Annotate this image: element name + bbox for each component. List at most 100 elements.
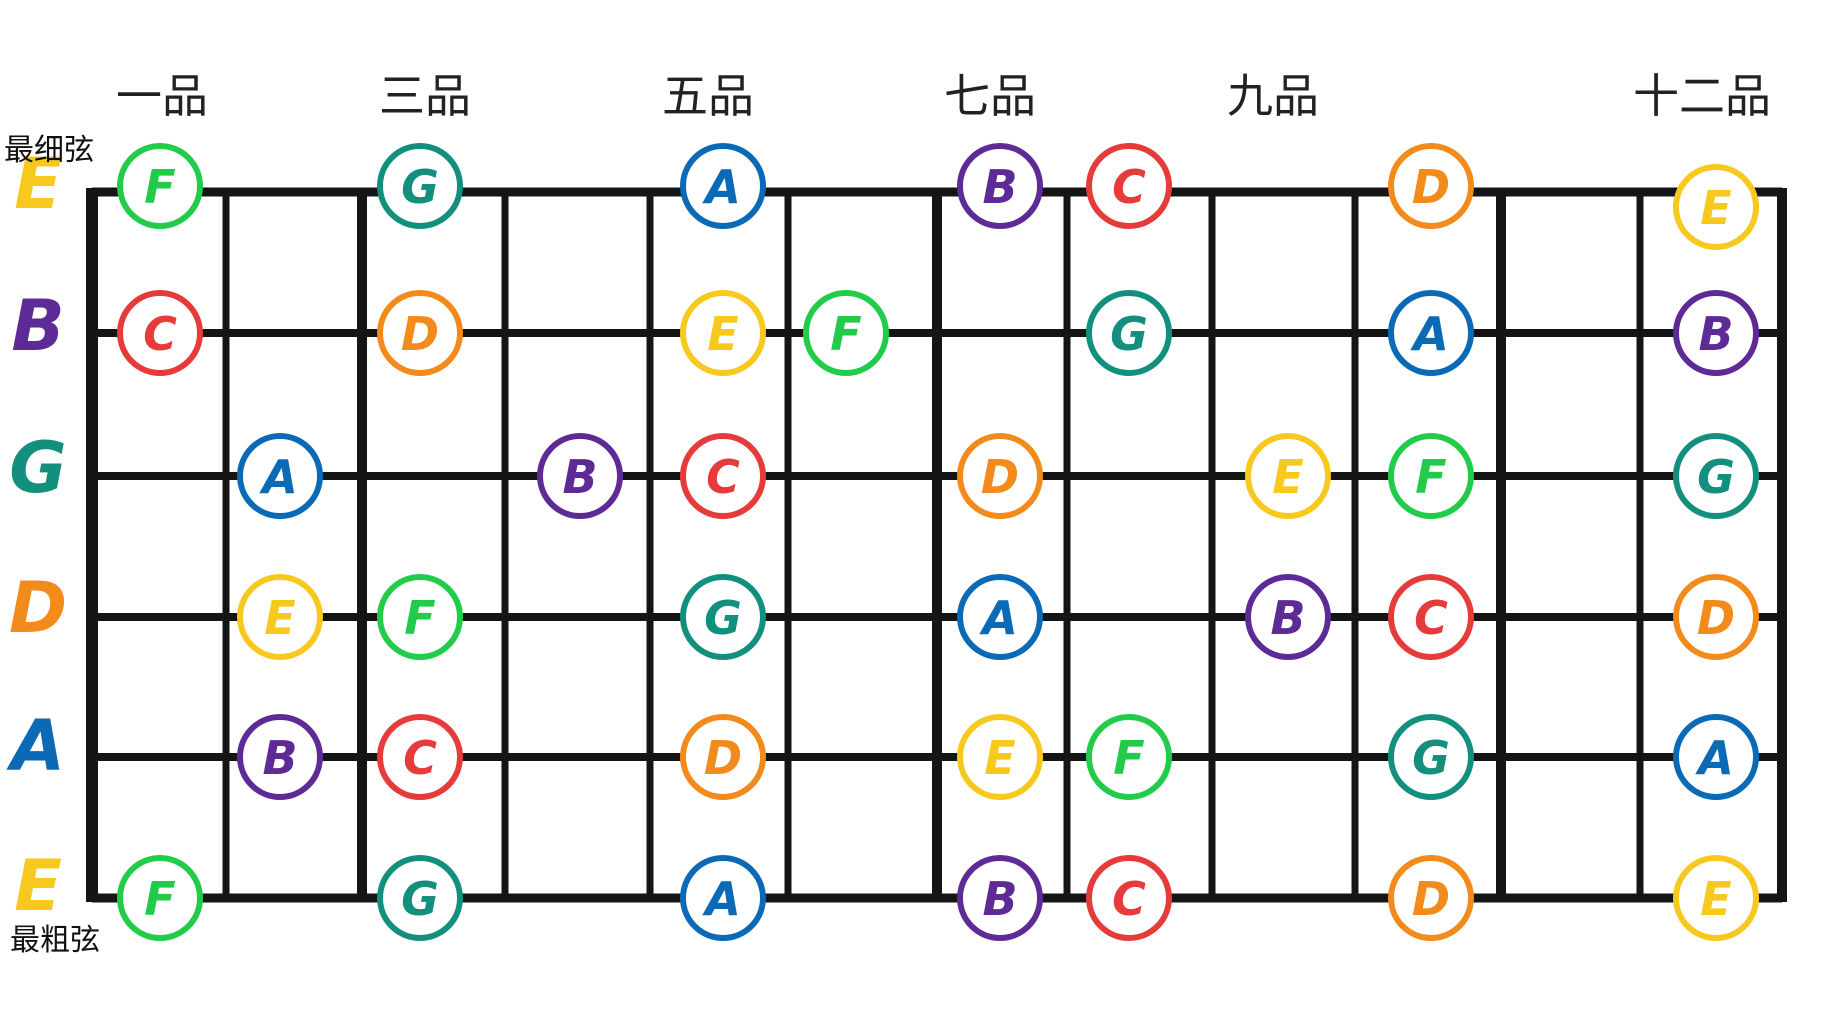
string-name-label: A — [6, 705, 65, 787]
note-circle — [117, 855, 203, 941]
note-circle — [680, 433, 766, 519]
note-letter: D — [1412, 160, 1450, 214]
note-circle — [237, 714, 323, 800]
note-marker: C — [1388, 574, 1474, 660]
note-letter: G — [1412, 731, 1450, 785]
note-circle — [377, 714, 463, 800]
note-marker: G — [1388, 714, 1474, 800]
note-circle — [957, 714, 1043, 800]
note-letter: D — [1697, 591, 1735, 645]
note-circle — [957, 433, 1043, 519]
fretboard-grid — [86, 187, 1787, 903]
note-circle — [1673, 574, 1759, 660]
note-letter: E — [1272, 450, 1303, 504]
note-letter: B — [1698, 307, 1733, 361]
note-marker: B — [537, 433, 623, 519]
note-letter: E — [264, 591, 295, 645]
note-circle — [1245, 433, 1331, 519]
note-letter: A — [1695, 731, 1734, 785]
note-letter: C — [143, 307, 177, 361]
note-circle — [803, 290, 889, 376]
note-letter: E — [1700, 181, 1731, 235]
string-name-label: B — [11, 285, 64, 367]
fret-label: 一品 — [116, 69, 208, 123]
note-marker: C — [1086, 855, 1172, 941]
note-circle — [237, 433, 323, 519]
note-letter: C — [403, 731, 437, 785]
note-letter: F — [404, 591, 435, 645]
note-marker: D — [1673, 574, 1759, 660]
note-letter: A — [702, 872, 741, 926]
note-marker: C — [680, 433, 766, 519]
note-marker: F — [377, 574, 463, 660]
note-letter: G — [401, 160, 439, 214]
fret-label: 三品 — [379, 69, 471, 123]
note-letter: D — [981, 450, 1019, 504]
note-circle — [680, 574, 766, 660]
note-letter: A — [702, 160, 741, 214]
note-circle — [1673, 855, 1759, 941]
note-circle — [377, 574, 463, 660]
note-marker: E — [957, 714, 1043, 800]
note-marker: G — [680, 574, 766, 660]
fret-number-labels: 一品 三品 五品 七品 九品 十二品 — [116, 69, 1771, 123]
thinnest-string-label: 最细弦 — [4, 133, 94, 168]
note-circle — [1388, 714, 1474, 800]
note-circle — [1086, 714, 1172, 800]
note-circle — [1388, 143, 1474, 229]
note-letter: G — [401, 872, 439, 926]
note-marker: G — [1673, 433, 1759, 519]
fret-label: 十二品 — [1633, 69, 1771, 123]
note-marker: D — [377, 290, 463, 376]
note-circle — [1388, 433, 1474, 519]
thickest-string-label: 最粗弦 — [10, 923, 100, 958]
note-circle — [377, 290, 463, 376]
note-letter: C — [706, 450, 740, 504]
string-name-label: E — [14, 143, 62, 225]
note-circle — [680, 290, 766, 376]
note-letter: E — [1700, 872, 1731, 926]
note-letter: G — [704, 591, 742, 645]
note-marker: B — [1245, 574, 1331, 660]
note-marker: E — [1245, 433, 1331, 519]
note-letter: B — [262, 731, 297, 785]
note-circle — [117, 143, 203, 229]
fret-label: 七品 — [944, 69, 1036, 123]
note-circle — [237, 574, 323, 660]
note-letter: E — [707, 307, 738, 361]
note-markers: F G A B C D E C D E F G A B A B C D E F G E F G A B C D B C D E F G A F G A B C… — [117, 143, 1759, 941]
note-circle — [680, 714, 766, 800]
note-letter: D — [1412, 872, 1450, 926]
note-circle — [1673, 714, 1759, 800]
note-circle — [957, 574, 1043, 660]
note-marker: A — [680, 143, 766, 229]
note-circle — [1245, 574, 1331, 660]
note-letter: F — [144, 160, 175, 214]
note-marker: G — [377, 855, 463, 941]
note-marker: E — [1673, 164, 1759, 250]
note-circle — [377, 143, 463, 229]
note-marker: E — [680, 290, 766, 376]
note-marker: D — [1388, 143, 1474, 229]
note-letter: A — [1410, 307, 1449, 361]
note-marker: E — [1673, 855, 1759, 941]
note-marker: G — [1086, 290, 1172, 376]
note-letter: B — [562, 450, 597, 504]
note-marker: F — [117, 143, 203, 229]
note-marker: F — [117, 855, 203, 941]
note-circle — [377, 855, 463, 941]
note-circle — [1388, 855, 1474, 941]
note-circle — [957, 855, 1043, 941]
note-marker: C — [377, 714, 463, 800]
note-circle — [1673, 290, 1759, 376]
note-circle — [1086, 855, 1172, 941]
note-letter: F — [830, 307, 861, 361]
note-marker: E — [237, 574, 323, 660]
note-marker: C — [117, 290, 203, 376]
fret-label: 九品 — [1227, 69, 1319, 123]
string-name-label: E — [14, 845, 62, 927]
note-circle — [957, 143, 1043, 229]
note-letter: B — [982, 160, 1017, 214]
note-marker: A — [1388, 290, 1474, 376]
